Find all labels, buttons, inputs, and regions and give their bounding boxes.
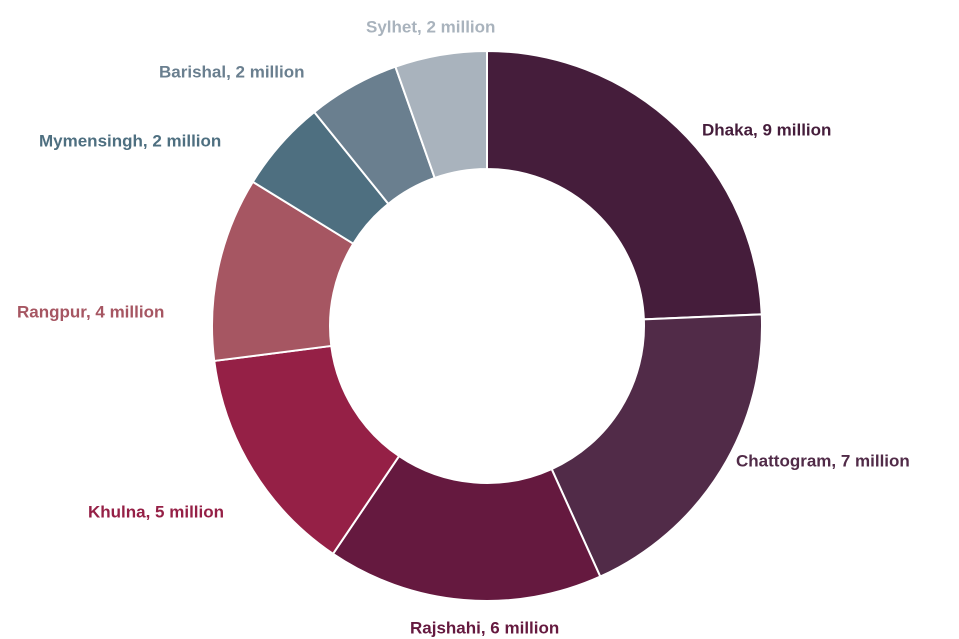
- slices-group: [211, 49, 763, 602]
- label-rangpur: Rangpur, 4 million: [17, 302, 164, 321]
- label-chattogram: Chattogram, 7 million: [736, 451, 910, 470]
- slice-dhaka: [486, 49, 763, 321]
- slice-rajshahi: [331, 454, 602, 602]
- label-barishal: Barishal, 2 million: [159, 62, 305, 81]
- label-mymensingh: Mymensingh, 2 million: [39, 131, 221, 150]
- label-rajshahi: Rajshahi, 6 million: [410, 618, 559, 637]
- label-dhaka: Dhaka, 9 million: [702, 120, 831, 139]
- label-khulna: Khulna, 5 million: [88, 502, 224, 521]
- slice-chattogram: [550, 313, 763, 578]
- label-sylhet: Sylhet, 2 million: [366, 17, 495, 36]
- labels-group: Dhaka, 9 million Chattogram, 7 million Raj…: [17, 17, 910, 637]
- slice-sylhet: [394, 49, 488, 180]
